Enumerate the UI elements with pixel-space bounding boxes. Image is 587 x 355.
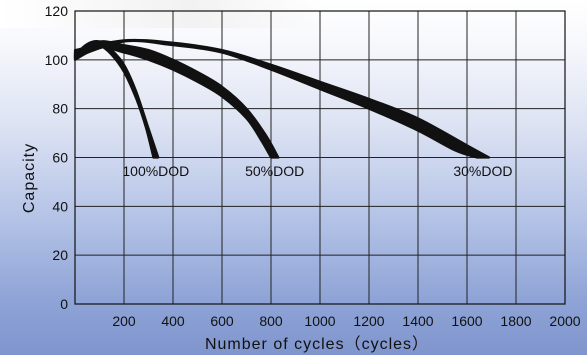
curve-50-dod <box>73 40 280 159</box>
grid-lines <box>75 11 565 304</box>
y-tick-label: 40 <box>52 198 68 214</box>
y-axis-title: Capacity <box>21 143 38 213</box>
x-tick-label: 800 <box>259 313 283 329</box>
y-tick-label: 20 <box>52 247 68 263</box>
y-tick-label: 100 <box>45 52 69 68</box>
capacity-curves <box>73 38 491 159</box>
chart-axes <box>74 10 566 305</box>
x-tick-label: 1000 <box>304 313 335 329</box>
x-tick-label: 1200 <box>353 313 384 329</box>
y-tick-label: 80 <box>52 101 68 117</box>
y-tick-label: 120 <box>45 3 69 19</box>
x-tick-label: 600 <box>210 313 234 329</box>
y-tick-label: 60 <box>52 150 68 166</box>
curve-30-dod <box>73 38 491 159</box>
label-100-dod: 100%DOD <box>122 163 189 179</box>
background-highlight <box>0 0 320 28</box>
y-tick-label: 0 <box>60 296 68 312</box>
x-tick-labels: 200 400 600 800 1000 1200 1400 1600 1800 2000 <box>112 313 580 329</box>
label-30-dod: 30%DOD <box>453 163 512 179</box>
x-tick-label: 2000 <box>549 313 580 329</box>
x-tick-label: 1800 <box>500 313 531 329</box>
label-50-dod: 50%DOD <box>245 163 304 179</box>
series-labels: 100%DOD 50%DOD 30%DOD <box>122 163 512 179</box>
x-tick-label: 400 <box>161 313 185 329</box>
x-tick-label: 1400 <box>402 313 433 329</box>
plot-frame <box>74 10 566 305</box>
x-tick-label: 1600 <box>451 313 482 329</box>
x-tick-label: 200 <box>112 313 136 329</box>
x-axis-title: Number of cycles（cycles） <box>205 335 429 353</box>
y-tick-labels: 0 20 40 60 80 100 120 <box>45 3 69 312</box>
